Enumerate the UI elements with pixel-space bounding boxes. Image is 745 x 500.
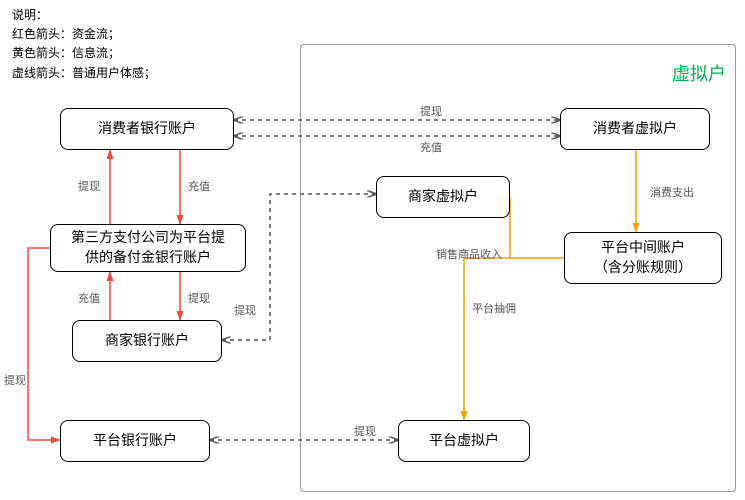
node-label: 平台中间账户（含分账规则）: [594, 238, 692, 277]
edge-e5: [28, 248, 60, 440]
node-consumer-bank-account: 消费者银行账户: [60, 108, 234, 150]
diagram-canvas: 说明： 红色箭头：资金流； 黄色箭头：信息流； 虚线箭头：普通用户体感； 虚拟户…: [0, 0, 745, 500]
node-platform-virtual-account: 平台虚拟户: [398, 420, 530, 462]
node-platform-bank-account: 平台银行账户: [60, 420, 210, 462]
node-platform-mid-account: 平台中间账户（含分账规则）: [564, 232, 722, 284]
edge-label-e9: 提现: [420, 103, 442, 119]
edge-label-e8: 平台抽佣: [472, 300, 516, 316]
edge-label-e11: 提现: [234, 302, 256, 318]
edge-label-e2: 充值: [188, 178, 210, 194]
edge-e8: [464, 258, 510, 420]
node-label: 商家银行账户: [105, 331, 189, 351]
node-label: 商家虚拟户: [408, 187, 478, 207]
node-label: 消费者银行账户: [98, 119, 196, 139]
edge-label-e10: 充值: [420, 139, 442, 155]
node-merchant-virtual-account: 商家虚拟户: [376, 176, 510, 218]
node-merchant-bank-account: 商家银行账户: [72, 320, 222, 362]
node-label: 消费者虚拟户: [593, 119, 677, 139]
edge-label-e6: 消费支出: [650, 184, 694, 200]
node-consumer-virtual-account: 消费者虚拟户: [560, 108, 710, 150]
node-label: 第三方支付公司为平台提供的备付金银行账户: [71, 228, 225, 267]
edge-label-e5: 提现: [4, 372, 26, 388]
node-label: 平台银行账户: [93, 431, 177, 451]
edge-label-e3: 充值: [78, 290, 100, 306]
edge-label-e7: 销售商品收入: [436, 246, 502, 262]
node-label: 平台虚拟户: [429, 431, 499, 451]
edge-label-e12: 提现: [354, 423, 376, 439]
edge-label-e4: 提现: [188, 290, 210, 306]
node-third-party-reserve: 第三方支付公司为平台提供的备付金银行账户: [50, 224, 246, 272]
edge-label-e1: 提现: [78, 178, 100, 194]
